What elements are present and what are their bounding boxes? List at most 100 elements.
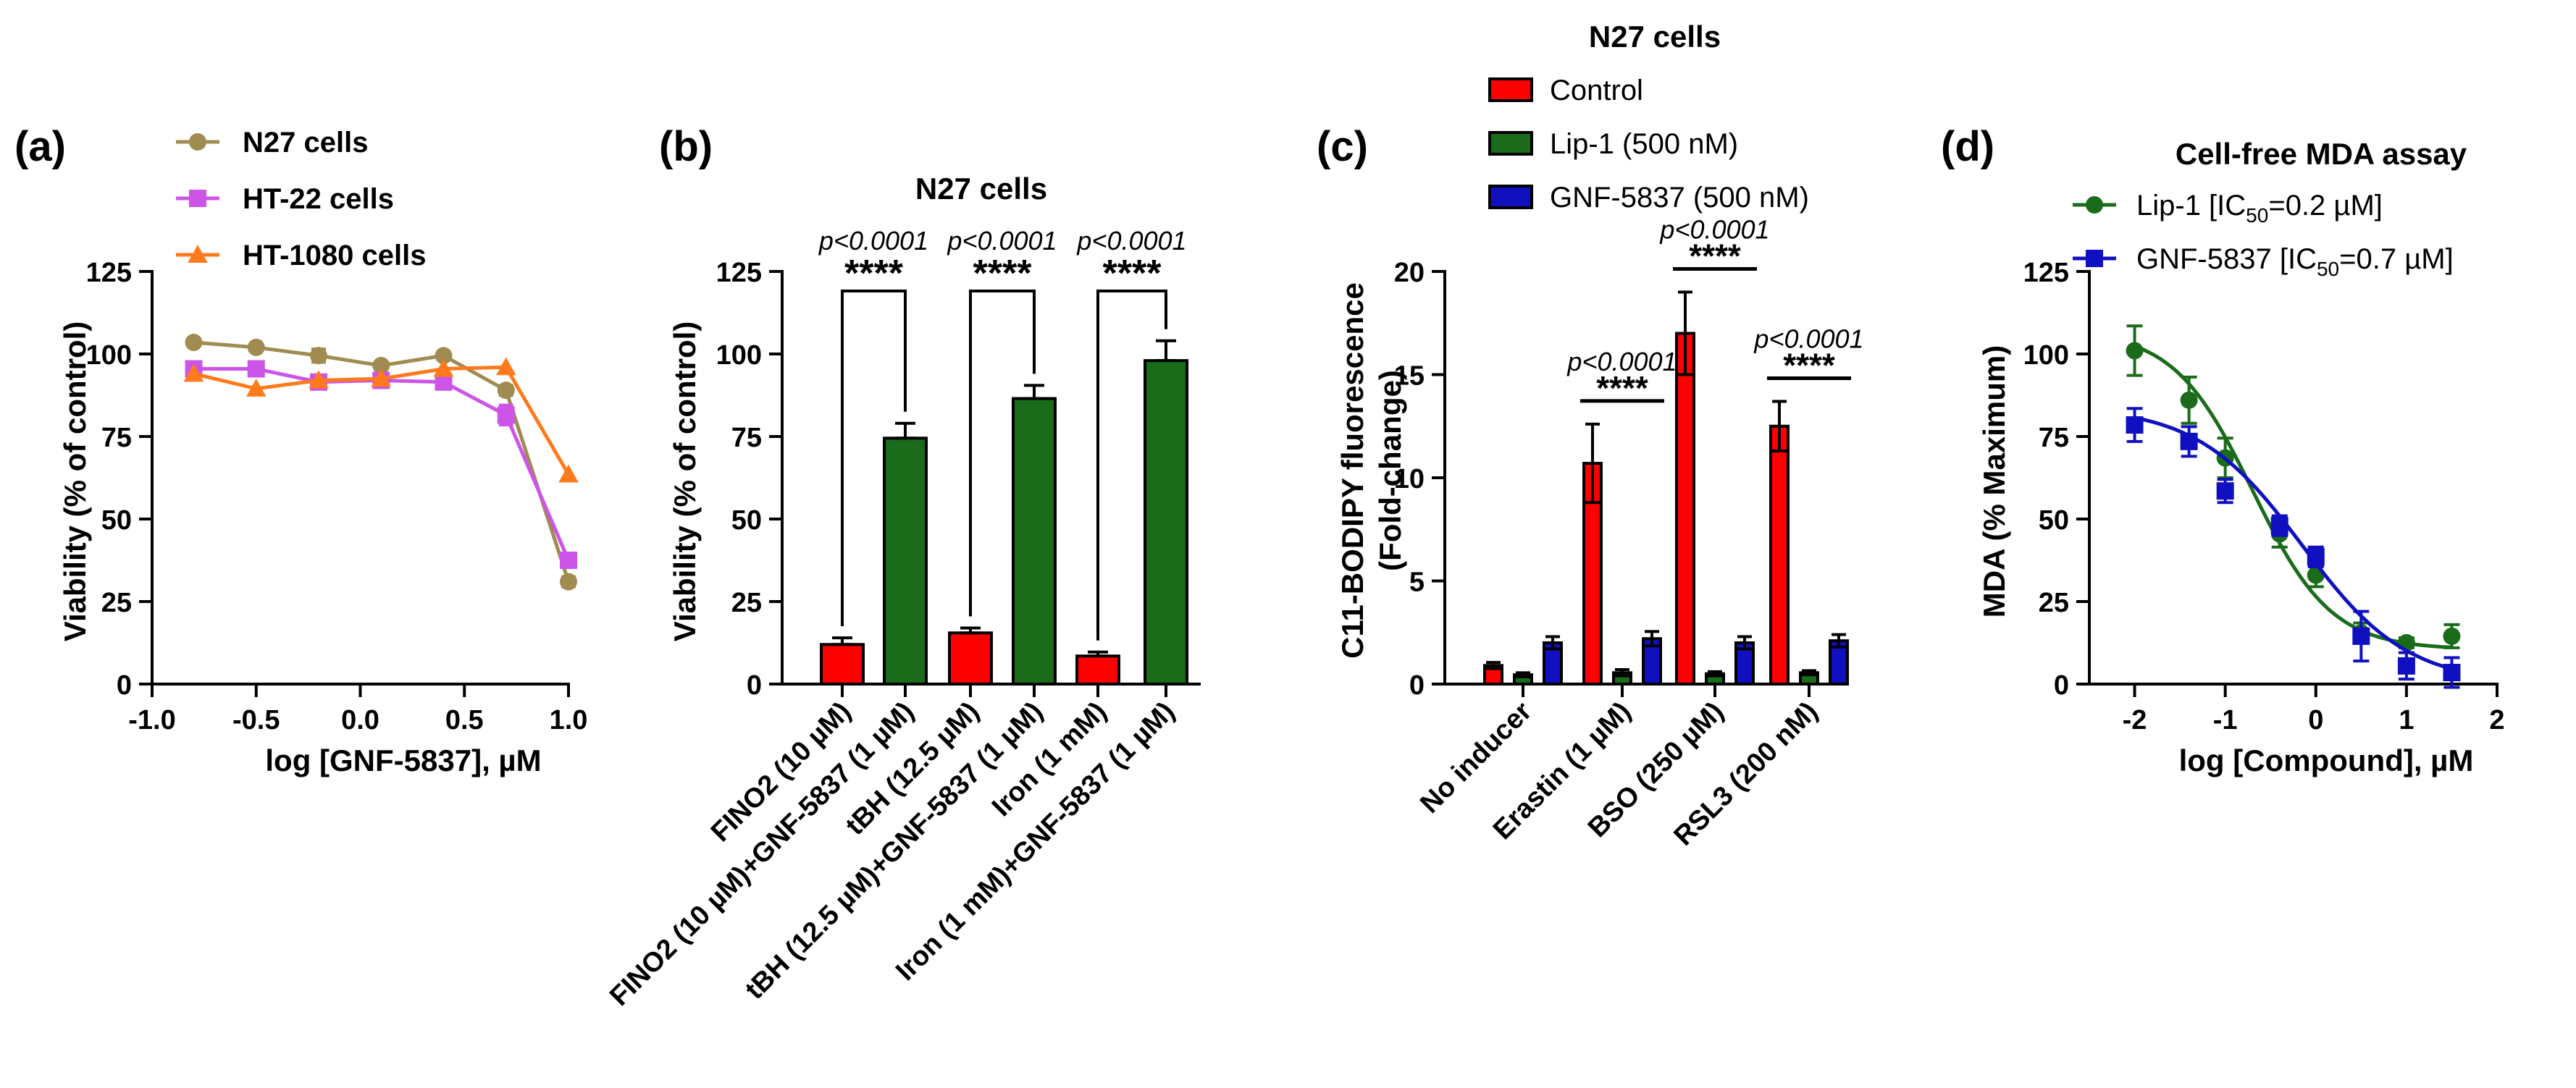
panel-d-legend: Lip-1 [IC50=0.2 µM]GNF-5837 [IC50=0.7 µM… (2073, 190, 2454, 280)
panel-d-axes: 0 25 50 75 100 125 -2 -1 0 1 2 (2023, 258, 2505, 735)
panel-d-data-point (2352, 627, 2370, 645)
panel-c-p-value: p<0.0001 (1753, 324, 1863, 354)
panel-d-legend-label-main: GNF-5837 [IC (2136, 243, 2317, 275)
panel-c-error-bar (1832, 633, 1846, 649)
panel-a-legend-marker (188, 245, 208, 263)
panel-b-y-tick-label: 0 (747, 670, 762, 701)
panel-a-y-tick-label: 75 (101, 423, 132, 453)
panel-d-data-point (2307, 548, 2325, 566)
panel-a-data-point (435, 347, 453, 365)
panel-d-data-point (2126, 342, 2144, 360)
panel-c-legend-label: GNF-5837 (500 nM) (1550, 182, 1809, 214)
panel-b-comparison-bracket (841, 290, 907, 627)
panel-d-title: Cell-free MDA assay (2176, 137, 2467, 171)
panel-d-legend-label-tail: =0.2 µM] (2268, 190, 2383, 222)
panel-d: (d) Cell-free MDA assay Lip-1 [IC50=0.2 … (1941, 123, 2505, 777)
panel-a-y-tick-label: 100 (86, 340, 132, 371)
panel-b-comparison-bracket (1096, 290, 1167, 641)
panel-a-data-point (558, 464, 579, 483)
panel-c-y-axis-label-line-2: (Fold-change) (1373, 370, 1407, 571)
panel-d-legend-marker (2086, 250, 2103, 267)
panel-b-error-bar (1088, 650, 1108, 658)
panel-c: (c) N27 cells Control Lip-1 (500 nM) GNF-5… (1317, 20, 1864, 852)
panel-d-y-tick-label: 50 (2039, 505, 2069, 536)
panel-d-label: (d) (1941, 123, 1994, 170)
panel-a-legend-label: HT-22 cells (243, 183, 394, 215)
panel-a-data-point (309, 370, 329, 389)
panel-b-y-tick-label: 50 (731, 505, 762, 536)
panel-c-error-bar (1737, 635, 1752, 651)
panel-d-x-tick-label: -1 (2213, 705, 2238, 735)
panel-d-data-point (2270, 517, 2288, 535)
panel-d-legend-marker (2086, 196, 2103, 214)
panel-c-title: N27 cells (1589, 20, 1721, 54)
panel-c-label: (c) (1317, 123, 1368, 170)
panel-d-legend-label-main: Lip-1 [IC (2136, 190, 2246, 222)
panel-d-x-axis-label: log [Compound], µM (2179, 743, 2474, 777)
panel-d-y-tick-label: 25 (2039, 588, 2069, 618)
panel-b-p-value: p<0.0001 (1076, 226, 1186, 256)
panel-d-y-tick-label: 125 (2023, 258, 2069, 288)
panel-a-data-point (247, 360, 265, 378)
panel-a-legend-label: HT-1080 cells (243, 240, 427, 271)
panel-c-legend-swatch (1488, 185, 1533, 209)
panel-a-data-point (247, 338, 265, 356)
panel-d-legend-label: Lip-1 [IC50=0.2 µM] (2136, 190, 2383, 227)
panel-a-data-point (371, 368, 392, 387)
panel-d-series-0 (2126, 324, 2461, 651)
panel-a-data-point (372, 356, 390, 374)
panel-c-legend-label: Control (1550, 75, 1643, 106)
panel-c-bars (1483, 290, 1849, 686)
panel-a-legend-entry: HT-1080 cells (176, 240, 427, 271)
panel-a-data-point (433, 358, 454, 377)
panel-a-label: (a) (14, 123, 66, 170)
panel-a-data-point (183, 363, 204, 382)
panel-b-bar (820, 643, 865, 686)
panel-b-error-bar (832, 636, 852, 646)
panel-d-data-point (2443, 627, 2461, 645)
panel-b-bar (948, 631, 993, 686)
panel-b-title: N27 cells (915, 172, 1047, 206)
panel-a-legend-marker (189, 133, 206, 151)
panel-d-y-tick-label: 0 (2054, 670, 2069, 701)
panel-b-error-bar (1156, 339, 1176, 363)
panel-d-legend-label-subscript: 50 (2246, 204, 2268, 227)
panel-c-error-bar (1585, 422, 1600, 505)
panel-b-y-tick-label: 100 (716, 340, 762, 371)
panel-c-p-value: p<0.0001 (1566, 347, 1677, 376)
panel-b-y-tick-label: 125 (716, 258, 762, 288)
panel-c-error-bar (1615, 668, 1629, 678)
panel-c-bar (1769, 424, 1790, 686)
panel-a-data-point (246, 379, 267, 397)
panel-d-legend-label-tail: =0.7 µM] (2339, 243, 2454, 275)
panel-b-error-bar (1024, 384, 1044, 400)
panel-c-legend-entry: Control (1488, 75, 1643, 106)
panel-a-series-2 (183, 357, 579, 483)
panel-d-data-point (2126, 416, 2144, 434)
panel-a-series-line (193, 367, 571, 561)
panel-a-x-tick-label: 0.0 (341, 705, 379, 735)
panel-d-x-tick-label: 1 (2399, 705, 2414, 735)
panel-d-x-tick-label: 2 (2489, 705, 2504, 735)
panel-b-bar (1144, 359, 1188, 686)
panel-a-x-axis-label: log [GNF-5837], µM (265, 743, 541, 777)
panel-a-data-point (560, 573, 577, 591)
panel-d-y-tick-label: 75 (2039, 423, 2069, 453)
panel-a-legend-entry: N27 cells (176, 127, 368, 159)
panel-a-data-point (560, 552, 577, 569)
panel-c-error-bar (1645, 630, 1659, 648)
panel-a-data-point (185, 334, 203, 352)
panel-d-legend-label-subscript: 50 (2317, 258, 2339, 280)
panel-c-significance-stars: **** (1596, 369, 1648, 407)
panel-d-legend-entry: GNF-5837 [IC50=0.7 µM] (2073, 243, 2454, 280)
panel-c-y-tick-label: 10 (1394, 464, 1425, 494)
panel-a: (a) N27 cells HT-22 cells HT-1080 cells 0 2… (14, 123, 587, 777)
panel-c-p-value: p<0.0001 (1659, 215, 1769, 245)
panel-d-data-point (2180, 391, 2198, 409)
panel-a-y-tick-label: 50 (101, 505, 132, 536)
panel-a-legend: N27 cells HT-22 cells HT-1080 cells (176, 127, 427, 271)
panel-c-y-tick-label: 15 (1394, 361, 1425, 392)
panel-c-legend-swatch (1488, 77, 1533, 102)
panel-a-data-point (495, 357, 516, 376)
